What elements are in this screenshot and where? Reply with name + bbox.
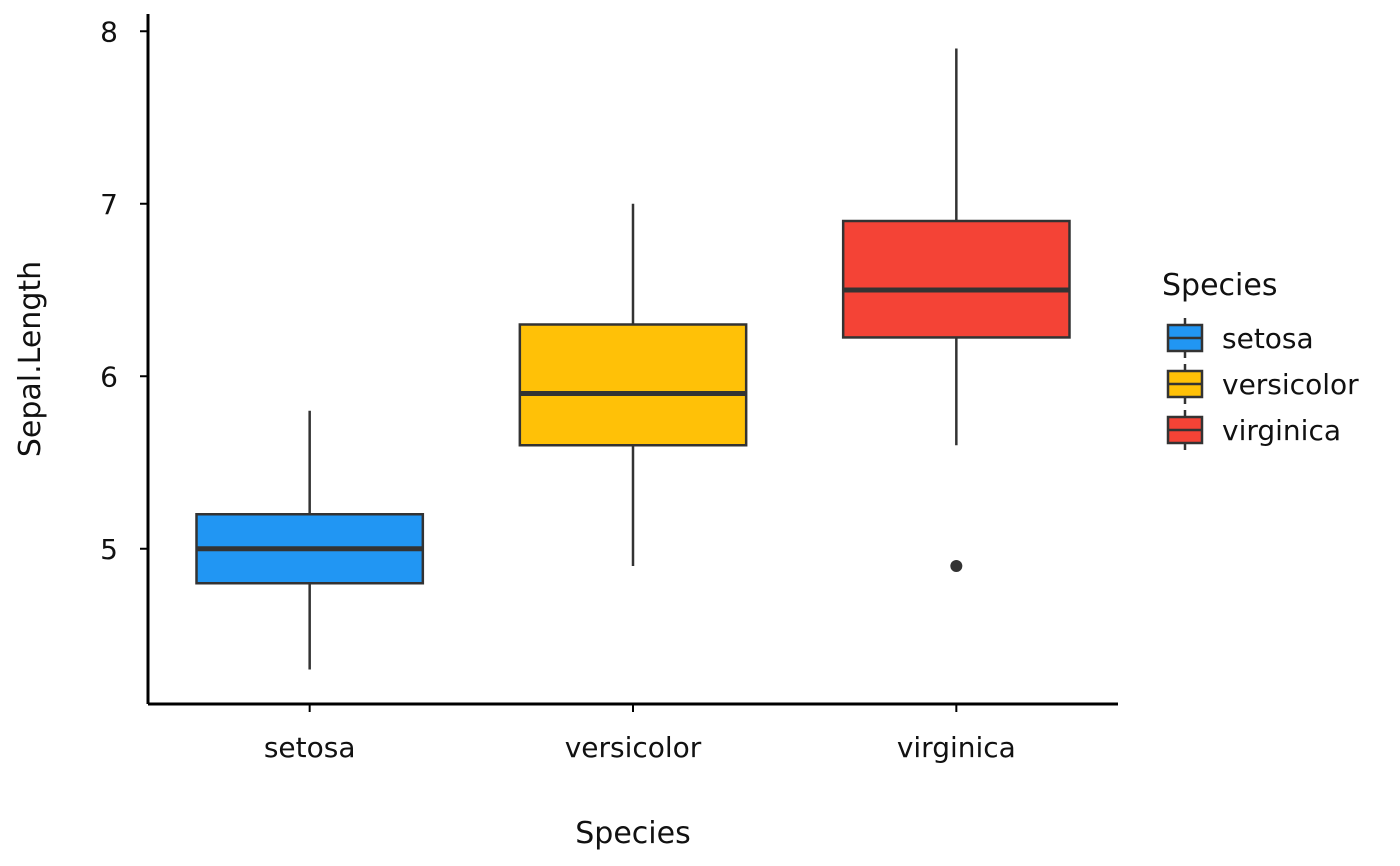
legend-key-versicolor [1166,364,1204,404]
box-iqr [841,219,1071,339]
box-iqr [518,323,748,447]
outlier-point [950,560,963,572]
x-axis-title: Species [575,816,690,851]
plot-area [195,48,1071,670]
box-versicolor [518,203,748,566]
box-setosa [195,410,425,670]
x-tick-labels: setosa versicolor virginica [264,704,1016,764]
legend: Species setosa versicolor virginica [1162,268,1359,450]
legend-label: virginica [1222,414,1341,447]
legend-label: setosa [1222,322,1314,355]
x-tick-label: setosa [264,731,356,764]
x-tick-label: virginica [897,731,1016,764]
x-tick-label: versicolor [565,731,702,764]
legend-title: Species [1162,268,1277,303]
legend-key-setosa [1166,318,1204,358]
y-tick-label: 5 [100,533,118,566]
legend-key-virginica [1166,410,1204,450]
y-tick-label: 7 [100,188,118,221]
y-tick-labels: 5 6 7 8 [100,15,148,566]
y-axis-title: Sepal.Length [13,261,48,457]
y-tick-label: 8 [100,15,118,48]
legend-label: versicolor [1222,368,1359,401]
box-virginica [841,48,1071,572]
y-tick-label: 6 [100,360,118,393]
